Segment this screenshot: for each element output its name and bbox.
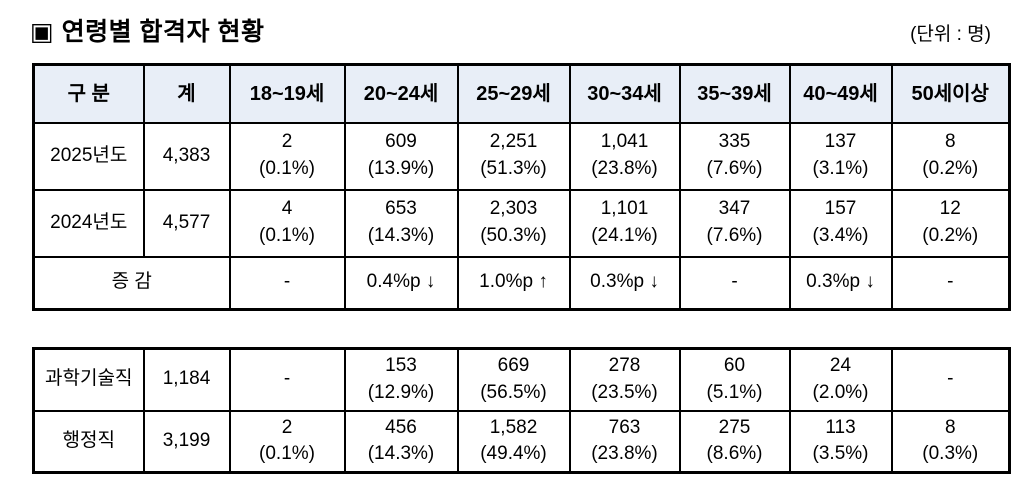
table-row-2024: 2024년도 4,577 4 (0.1%) 653 (14.3%) 2,303 … xyxy=(32,188,1011,258)
total-cell: 1,184 xyxy=(142,347,231,412)
diff-cell: 0.4%p ↓ xyxy=(343,255,459,311)
data-cell: 60 (5.1%) xyxy=(678,347,791,412)
data-cell: 2 (0.1%) xyxy=(228,121,346,191)
table-row-2025: 2025년도 4,383 2 (0.1%) 609 (13.9%) 2,251 … xyxy=(32,121,1011,191)
row-label: 2024년도 xyxy=(32,188,145,258)
data-cell: 763 (23.8%) xyxy=(568,409,681,474)
row-label: 2025년도 xyxy=(32,121,145,191)
total-cell: 4,577 xyxy=(142,188,231,258)
row-label: 행정직 xyxy=(32,409,145,474)
diff-cell: 0.3%p ↓ xyxy=(788,255,893,311)
header-cell-total: 계 xyxy=(142,63,231,124)
header-cell-age2024: 20~24세 xyxy=(343,63,459,124)
unit-label: (단위 : 명) xyxy=(910,24,991,45)
data-cell: 8 (0.2%) xyxy=(890,121,1011,191)
data-cell: 275 (8.6%) xyxy=(678,409,791,474)
data-cell: 1,582 (49.4%) xyxy=(456,409,571,474)
data-cell: 609 (13.9%) xyxy=(343,121,459,191)
data-cell: 1,101 (24.1%) xyxy=(568,188,681,258)
header-cell-age3034: 30~34세 xyxy=(568,63,681,124)
diff-cell: 1.0%p ↑ xyxy=(456,255,571,311)
data-cell: - xyxy=(890,347,1011,412)
diff-cell: - xyxy=(678,255,791,311)
data-cell: 24 (2.0%) xyxy=(788,347,893,412)
row-label: 과학기술직 xyxy=(32,347,145,412)
data-cell: 347 (7.6%) xyxy=(678,188,791,258)
diff-cell: 0.3%p ↓ xyxy=(568,255,681,311)
header-cell-age50up: 50세이상 xyxy=(890,63,1011,124)
diff-cell: - xyxy=(228,255,346,311)
data-cell: 653 (14.3%) xyxy=(343,188,459,258)
page-title: ▣ 연령별 합격자 현황 xyxy=(30,18,265,46)
data-cell: 278 (23.5%) xyxy=(568,347,681,412)
header-cell-age3539: 35~39세 xyxy=(678,63,791,124)
age-summary-table: 구 분 계 18~19세 20~24세 25~29세 30~34세 35~39세… xyxy=(32,63,1011,311)
data-cell: 335 (7.6%) xyxy=(678,121,791,191)
data-cell: 669 (56.5%) xyxy=(456,347,571,412)
table-header-row: 구 분 계 18~19세 20~24세 25~29세 30~34세 35~39세… xyxy=(32,63,1011,124)
data-cell: 157 (3.4%) xyxy=(788,188,893,258)
data-cell: 1,041 (23.8%) xyxy=(568,121,681,191)
total-cell: 4,383 xyxy=(142,121,231,191)
header-cell-age2529: 25~29세 xyxy=(456,63,571,124)
total-cell: 3,199 xyxy=(142,409,231,474)
job-category-table: 과학기술직 1,184 - 153 (12.9%) 669 (56.5%) 27… xyxy=(32,347,1011,474)
table-row-science-tech: 과학기술직 1,184 - 153 (12.9%) 669 (56.5%) 27… xyxy=(32,347,1011,412)
data-cell: 12 (0.2%) xyxy=(890,188,1011,258)
header-cell-age1819: 18~19세 xyxy=(228,63,346,124)
data-cell: 2 (0.1%) xyxy=(228,409,346,474)
table-row-administrative: 행정직 3,199 2 (0.1%) 456 (14.3%) 1,582 (49… xyxy=(32,409,1011,474)
header-cell-age4049: 40~49세 xyxy=(788,63,893,124)
data-cell: 2,251 (51.3%) xyxy=(456,121,571,191)
diff-cell: - xyxy=(890,255,1011,311)
data-cell: 153 (12.9%) xyxy=(343,347,459,412)
data-cell: 4 (0.1%) xyxy=(228,188,346,258)
row-label: 증 감 xyxy=(32,255,231,311)
header-cell-gubun: 구 분 xyxy=(32,63,145,124)
data-cell: 137 (3.1%) xyxy=(788,121,893,191)
data-cell: 113 (3.5%) xyxy=(788,409,893,474)
table-row-diff: 증 감 - 0.4%p ↓ 1.0%p ↑ 0.3%p ↓ - 0.3%p ↓ … xyxy=(32,255,1011,311)
data-cell: - xyxy=(228,347,346,412)
data-cell: 2,303 (50.3%) xyxy=(456,188,571,258)
data-cell: 8 (0.3%) xyxy=(890,409,1011,474)
data-cell: 456 (14.3%) xyxy=(343,409,459,474)
title-row: ▣ 연령별 합격자 현황 (단위 : 명) xyxy=(0,0,1019,48)
